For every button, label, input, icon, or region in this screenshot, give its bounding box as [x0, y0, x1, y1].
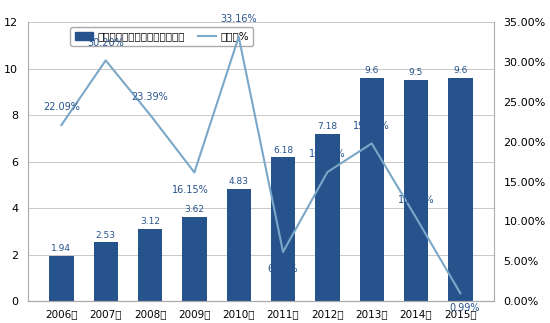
Bar: [315, 134, 339, 301]
Text: 3.12: 3.12: [140, 217, 160, 226]
Text: 9.6: 9.6: [453, 66, 468, 75]
Text: 6.18%: 6.18%: [268, 264, 298, 274]
Text: 30.20%: 30.20%: [87, 38, 124, 48]
Bar: [94, 242, 118, 301]
Text: 0.99%: 0.99%: [449, 303, 480, 313]
Text: 4.83: 4.83: [229, 177, 249, 186]
Bar: [138, 229, 162, 301]
Bar: [182, 217, 207, 301]
Bar: [360, 78, 384, 301]
Text: 16.19%: 16.19%: [309, 149, 346, 159]
Text: 7.18: 7.18: [317, 122, 338, 131]
Text: 22.09%: 22.09%: [43, 102, 80, 112]
Text: 3.62: 3.62: [184, 205, 205, 214]
Text: 19.79%: 19.79%: [353, 121, 390, 131]
Text: 9.6: 9.6: [365, 66, 379, 75]
Text: 33.16%: 33.16%: [221, 14, 257, 24]
Text: 16.15%: 16.15%: [172, 185, 208, 195]
Text: 10.49%: 10.49%: [398, 195, 434, 205]
Bar: [227, 189, 251, 301]
Bar: [448, 78, 472, 301]
Bar: [404, 80, 428, 301]
Text: 6.18: 6.18: [273, 146, 293, 155]
Text: 2.53: 2.53: [96, 231, 115, 240]
Bar: [49, 256, 74, 301]
Legend: 房地产开发投资完万额：万亿元, 增长率%: 房地产开发投资完万额：万亿元, 增长率%: [70, 27, 253, 46]
Bar: [271, 158, 295, 301]
Text: 9.5: 9.5: [409, 68, 424, 78]
Text: 1.94: 1.94: [51, 244, 72, 253]
Text: 23.39%: 23.39%: [131, 92, 168, 102]
